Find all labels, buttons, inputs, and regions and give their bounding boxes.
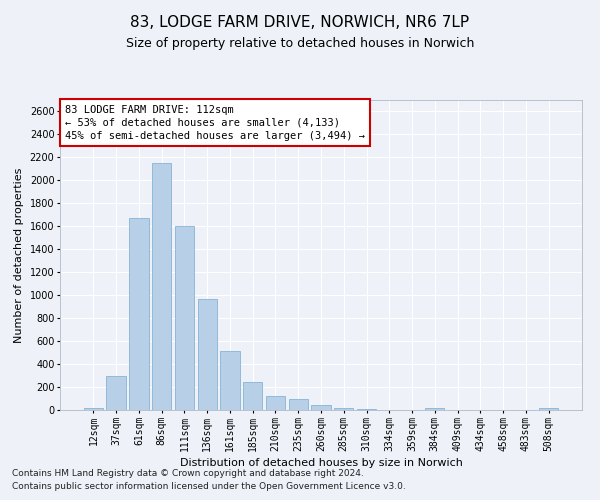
Bar (266, 396, 285, 410)
Bar (220, 352, 239, 410)
Bar (84, 408, 103, 410)
Text: 83 LODGE FARM DRIVE: 112sqm
← 53% of detached houses are smaller (4,133)
45% of : 83 LODGE FARM DRIVE: 112sqm ← 53% of det… (65, 104, 365, 141)
Bar (334, 408, 353, 410)
Bar (289, 398, 308, 410)
Bar (539, 408, 558, 410)
Bar (175, 226, 194, 410)
Bar (197, 298, 217, 410)
Bar (311, 406, 331, 410)
Y-axis label: Number of detached properties: Number of detached properties (14, 168, 24, 342)
Text: Contains public sector information licensed under the Open Government Licence v3: Contains public sector information licen… (12, 482, 406, 491)
Bar (129, 218, 149, 410)
Bar (106, 376, 126, 410)
Text: Size of property relative to detached houses in Norwich: Size of property relative to detached ho… (126, 38, 474, 51)
X-axis label: Distribution of detached houses by size in Norwich: Distribution of detached houses by size … (179, 458, 463, 468)
Bar (152, 163, 172, 410)
Text: Contains HM Land Registry data © Crown copyright and database right 2024.: Contains HM Land Registry data © Crown c… (12, 468, 364, 477)
Text: 83, LODGE FARM DRIVE, NORWICH, NR6 7LP: 83, LODGE FARM DRIVE, NORWICH, NR6 7LP (130, 15, 470, 30)
Bar (243, 382, 262, 410)
Bar (425, 408, 445, 410)
